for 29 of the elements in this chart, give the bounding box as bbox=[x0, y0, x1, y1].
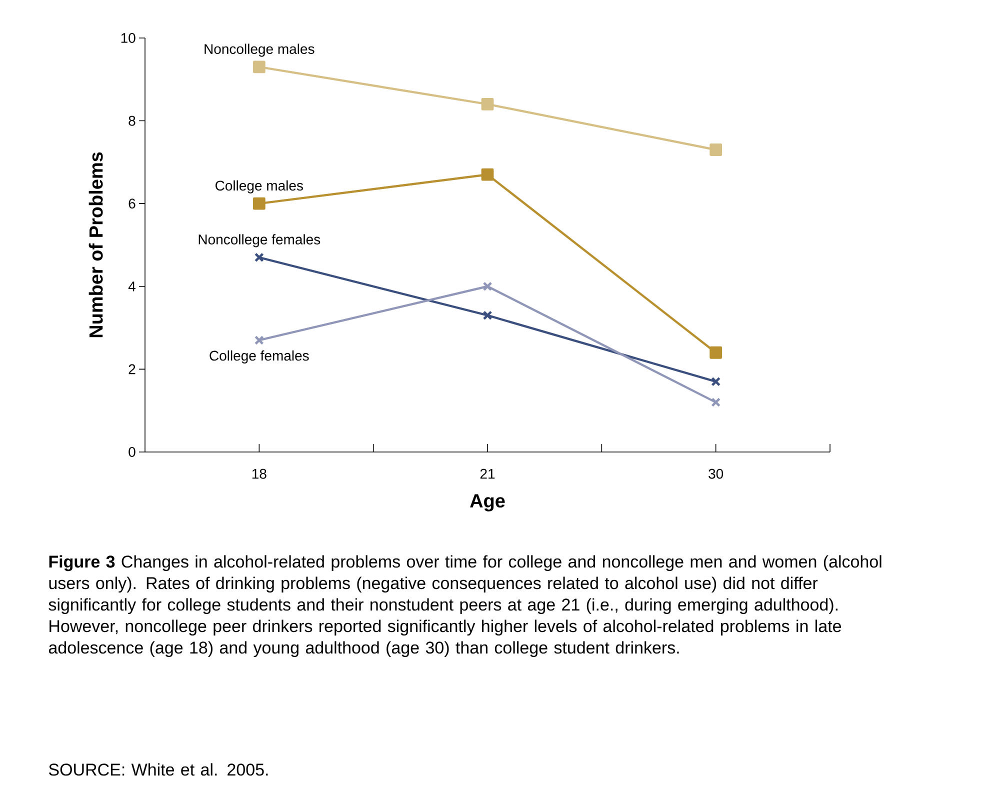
point bbox=[711, 376, 721, 386]
point bbox=[710, 144, 722, 156]
x-tick-label: 21 bbox=[480, 468, 495, 479]
point bbox=[711, 398, 721, 408]
series-label: Noncollege females bbox=[198, 234, 320, 248]
source-note: SOURCE: White et al. 2005. bbox=[48, 763, 268, 776]
y-tick-label: 6 bbox=[128, 198, 136, 209]
point bbox=[481, 168, 494, 181]
series-label: College females bbox=[210, 350, 309, 364]
point bbox=[252, 197, 266, 210]
y-tick-label: 4 bbox=[128, 282, 136, 292]
point bbox=[252, 60, 266, 74]
point bbox=[254, 252, 264, 262]
series-label: College males bbox=[216, 180, 303, 194]
y-axis-title: Number of Problems bbox=[88, 152, 103, 338]
y-tick-label: 10 bbox=[121, 33, 136, 43]
y-tick-label: 8 bbox=[128, 116, 136, 126]
point bbox=[254, 335, 264, 345]
point bbox=[482, 282, 492, 292]
point bbox=[481, 98, 494, 110]
x-tick-label: 30 bbox=[708, 468, 724, 479]
y-tick-label: 2 bbox=[128, 364, 136, 374]
x-axis-title: Age bbox=[470, 494, 505, 512]
series-label: Noncollege males bbox=[204, 44, 314, 57]
x-tick-label: 18 bbox=[252, 468, 266, 479]
point bbox=[710, 346, 722, 359]
point bbox=[482, 310, 492, 320]
text: Figure 3 Changes in alcohol-related problems over time for college and noncollege men and women (alcohol users only). Rates of drinking problems (negative consequences related to alcohol use) did not differ significantly for college students and their nonstudent peers at age 21 (i.e., during emerging adulthood). However, noncollege peer drinkers reported significantly higher levels of alcohol-related problems in late adolescence (age 18) and young adulthood (age 30) than college student drinkers. bbox=[48, 555, 882, 658]
y-tick-label: 0 bbox=[128, 447, 136, 457]
